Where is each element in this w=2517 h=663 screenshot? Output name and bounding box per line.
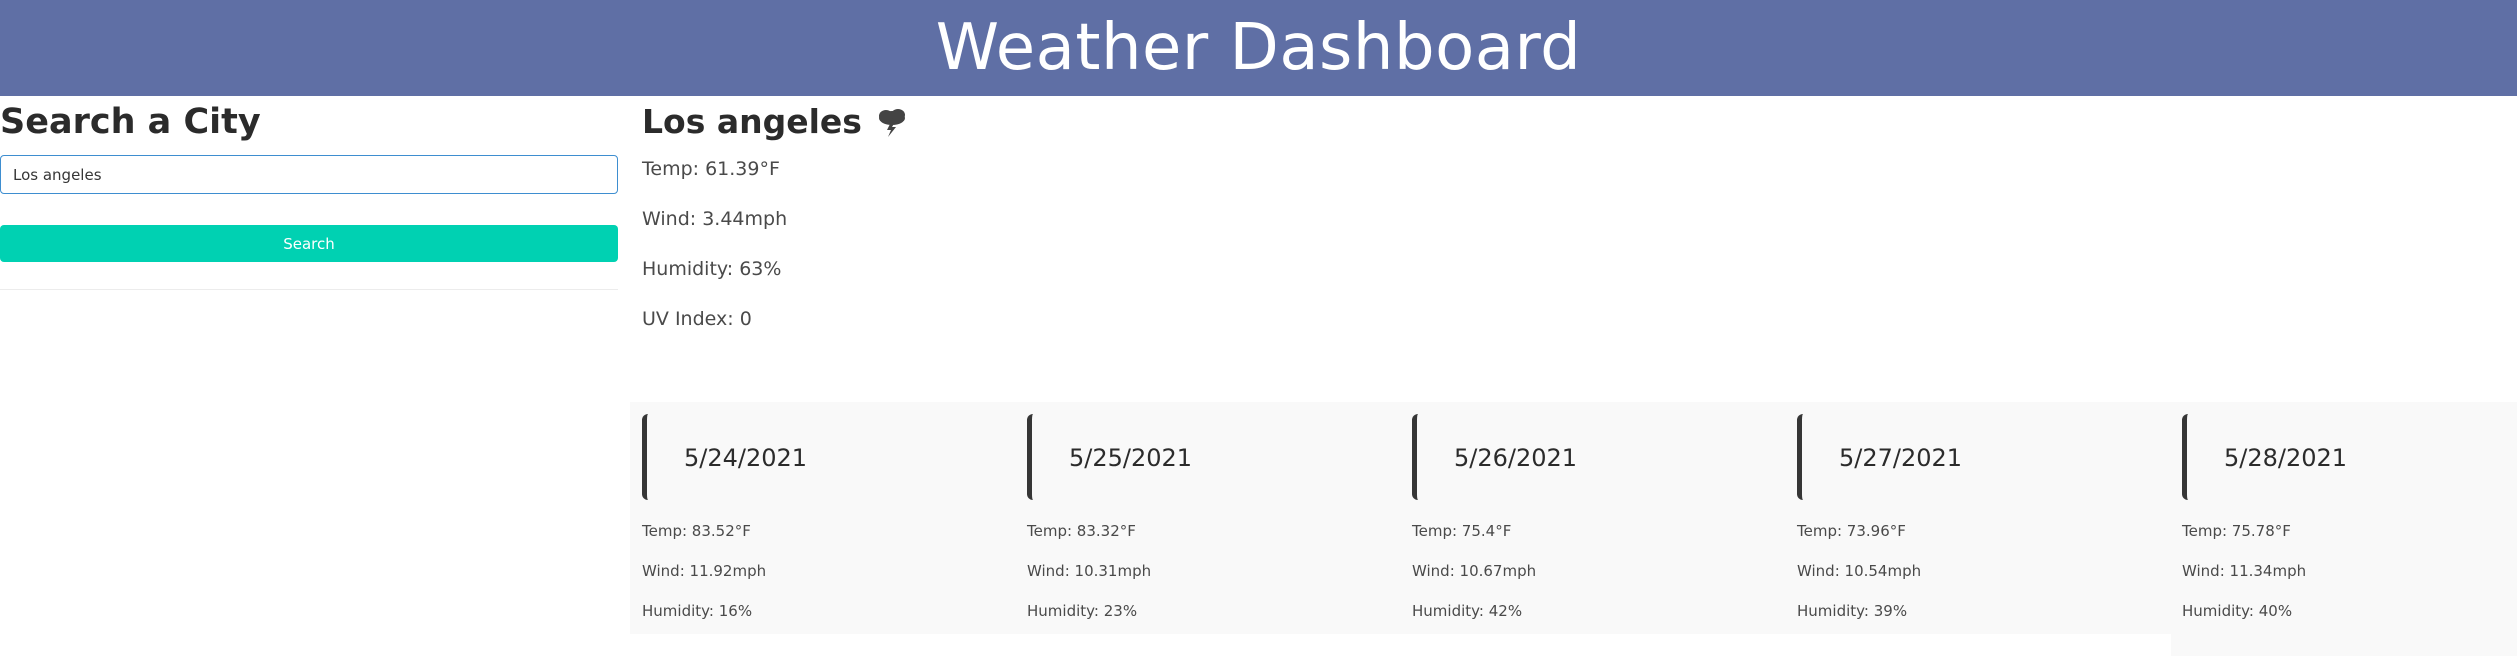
forecast-temp: Temp: 73.96°F (1797, 522, 1906, 540)
page-title: Weather Dashboard (935, 11, 1582, 85)
forecast-temp: Temp: 83.32°F (1027, 522, 1136, 540)
current-temp: Temp: 61.39°F (642, 158, 780, 180)
forecast-date: 5/27/2021 (1839, 444, 1963, 472)
forecast-temp: Temp: 75.4°F (1412, 522, 1512, 540)
forecast-date: 5/25/2021 (1069, 444, 1193, 472)
forecast-card: 5/27/2021 Temp: 73.96°F Wind: 10.54mph H… (1797, 414, 2137, 644)
forecast-wind: Wind: 10.31mph (1027, 562, 1152, 580)
forecast-date: 5/28/2021 (2224, 444, 2348, 472)
forecast-humidity: Humidity: 42% (1412, 602, 1523, 620)
forecast-humidity: Humidity: 40% (2182, 602, 2293, 620)
forecast-date-box: 5/25/2021 (1027, 414, 1367, 500)
forecast-section-edge (2171, 634, 2517, 656)
forecast-humidity: Humidity: 39% (1797, 602, 1908, 620)
forecast-card: 5/25/2021 Temp: 83.32°F Wind: 10.31mph H… (1027, 414, 1367, 644)
current-humidity: Humidity: 63% (642, 258, 782, 280)
forecast-date-box: 5/24/2021 (642, 414, 982, 500)
search-button[interactable]: Search (0, 225, 618, 262)
forecast-date: 5/26/2021 (1454, 444, 1578, 472)
forecast-date: 5/24/2021 (684, 444, 808, 472)
city-search-input[interactable] (0, 155, 618, 194)
forecast-date-box: 5/26/2021 (1412, 414, 1752, 500)
forecast-card: 5/26/2021 Temp: 75.4°F Wind: 10.67mph Hu… (1412, 414, 1752, 644)
forecast-wind: Wind: 10.54mph (1797, 562, 1922, 580)
search-history-divider (0, 289, 618, 290)
thunderstorm-cloud-icon (874, 107, 910, 137)
forecast-temp: Temp: 75.78°F (2182, 522, 2291, 540)
current-uv-index: UV Index: 0 (642, 308, 752, 330)
forecast-card: 5/24/2021 Temp: 83.52°F Wind: 11.92mph H… (642, 414, 982, 644)
forecast-temp: Temp: 83.52°F (642, 522, 751, 540)
current-wind: Wind: 3.44mph (642, 208, 788, 230)
forecast-date-box: 5/27/2021 (1797, 414, 2137, 500)
forecast-wind: Wind: 11.92mph (642, 562, 767, 580)
forecast-humidity: Humidity: 16% (642, 602, 753, 620)
forecast-humidity: Humidity: 23% (1027, 602, 1138, 620)
current-city-heading: Los angeles (642, 102, 910, 141)
forecast-wind: Wind: 11.34mph (2182, 562, 2307, 580)
forecast-date-box: 5/28/2021 (2182, 414, 2517, 500)
page-header: Weather Dashboard (0, 0, 2517, 96)
forecast-wind: Wind: 10.67mph (1412, 562, 1537, 580)
current-city-name: Los angeles (642, 102, 862, 141)
search-title: Search a City (0, 102, 261, 142)
forecast-card: 5/28/2021 Temp: 75.78°F Wind: 11.34mph H… (2182, 414, 2517, 644)
